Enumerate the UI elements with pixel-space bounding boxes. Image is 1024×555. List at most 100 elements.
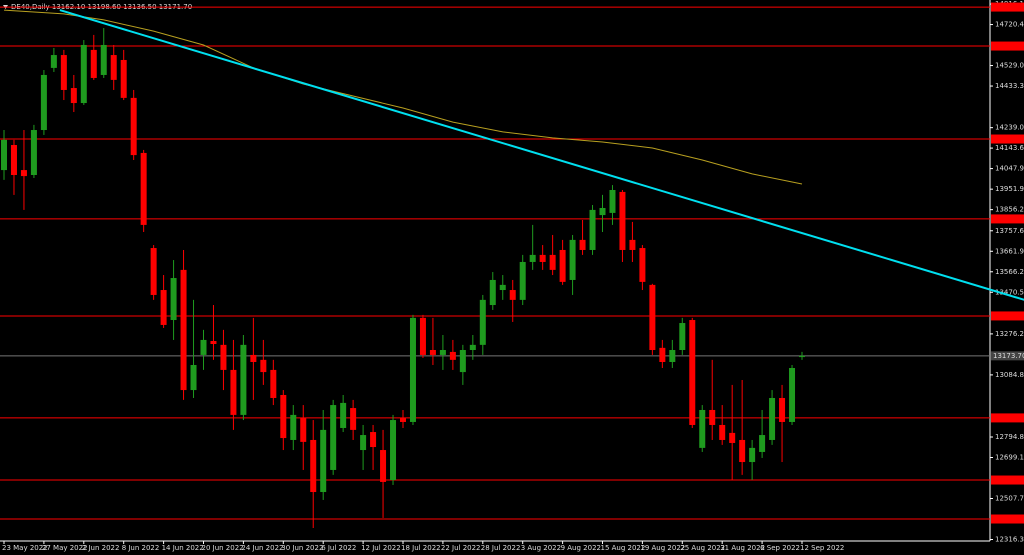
candle-body bbox=[170, 278, 177, 321]
y-tick-label: 13470.50 bbox=[995, 288, 1024, 296]
candle-body bbox=[729, 432, 736, 443]
last-price-label: 13173.70 bbox=[993, 352, 1024, 360]
candle-body bbox=[719, 424, 726, 440]
candle-body bbox=[619, 191, 626, 250]
candle-body bbox=[499, 284, 506, 291]
x-tick-label: 24 Jun 2022 bbox=[241, 544, 283, 552]
y-tick-label: 13276.20 bbox=[995, 330, 1024, 338]
candle-body bbox=[130, 97, 137, 156]
level-tag bbox=[991, 475, 1024, 485]
candle-body bbox=[409, 317, 416, 422]
y-tick-label: 12699.10 bbox=[995, 454, 1024, 462]
candle-body bbox=[190, 364, 197, 391]
candle-body bbox=[459, 350, 466, 373]
candle-body bbox=[60, 55, 67, 90]
y-tick-label: 13084.80 bbox=[995, 371, 1024, 379]
candle-body bbox=[90, 49, 97, 78]
x-tick-label: 20 Jun 2022 bbox=[202, 544, 244, 552]
y-tick-label: 13856.20 bbox=[995, 206, 1024, 214]
candle-body bbox=[659, 347, 666, 362]
candle-body bbox=[749, 447, 756, 463]
candle-body bbox=[789, 367, 796, 422]
candle-body bbox=[669, 350, 676, 362]
candle-body bbox=[50, 55, 57, 68]
candle-body bbox=[30, 130, 37, 176]
y-tick-label: 13661.90 bbox=[995, 247, 1024, 255]
x-tick-label: 30 Jun 2022 bbox=[281, 544, 323, 552]
x-tick-label: 2 Jun 2022 bbox=[82, 544, 120, 552]
y-tick-label: 12507.70 bbox=[995, 495, 1024, 503]
candle-body bbox=[709, 409, 716, 425]
x-tick-label: 8 Jun 2022 bbox=[122, 544, 160, 552]
candle-body bbox=[579, 239, 586, 250]
candle-body bbox=[419, 317, 426, 355]
x-tick-label: 12 Sep 2022 bbox=[800, 544, 844, 552]
candle-body bbox=[370, 432, 377, 448]
candle-body bbox=[599, 207, 606, 216]
candle-body bbox=[200, 339, 207, 355]
candle-body bbox=[230, 369, 237, 415]
x-tick-label: 6 Jul 2022 bbox=[321, 544, 356, 552]
candle-body bbox=[569, 239, 576, 280]
y-tick-label: 14239.00 bbox=[995, 124, 1024, 132]
x-tick-label: 19 Aug 2022 bbox=[640, 544, 685, 552]
candle-body bbox=[689, 320, 696, 425]
candle-body bbox=[180, 269, 187, 391]
y-tick-label: 13757.60 bbox=[995, 227, 1024, 235]
y-tick-label: 14529.00 bbox=[995, 62, 1024, 70]
x-tick-label: 3 Aug 2022 bbox=[521, 544, 561, 552]
level-tag bbox=[991, 41, 1024, 51]
candle-body bbox=[80, 44, 87, 104]
y-tick-label: 14047.90 bbox=[995, 165, 1024, 173]
candle-body bbox=[479, 299, 486, 345]
x-tick-label: 25 Aug 2022 bbox=[680, 544, 725, 552]
candle-body bbox=[779, 397, 786, 422]
candle-body bbox=[559, 249, 566, 282]
candle-body bbox=[220, 344, 227, 370]
last-price-tag bbox=[991, 351, 1024, 361]
x-tick-label: 28 Jul 2022 bbox=[481, 544, 521, 552]
level-tag bbox=[991, 413, 1024, 423]
level-tag bbox=[991, 311, 1024, 321]
candle-body bbox=[330, 405, 337, 470]
candle-body bbox=[629, 239, 636, 250]
candle-body bbox=[120, 59, 127, 98]
y-tick-label: 13566.20 bbox=[995, 268, 1024, 276]
candle-body bbox=[40, 74, 47, 131]
candle-body bbox=[489, 279, 496, 306]
candle-body bbox=[20, 170, 27, 177]
candle-body bbox=[110, 55, 117, 80]
candle-body bbox=[320, 429, 327, 493]
candle-body bbox=[160, 290, 167, 325]
candle-body bbox=[150, 248, 157, 295]
candle-body bbox=[549, 254, 556, 270]
candle-body bbox=[509, 290, 516, 300]
candle-body bbox=[100, 44, 107, 75]
candle-body bbox=[609, 189, 616, 213]
x-tick-label: 15 Aug 2022 bbox=[601, 544, 646, 552]
x-tick-label: 23 May 2022 bbox=[2, 544, 48, 552]
moving-average bbox=[3, 9, 803, 185]
candle-body bbox=[449, 351, 456, 360]
level-tag bbox=[991, 514, 1024, 524]
x-tick-label: 14 Jun 2022 bbox=[162, 544, 204, 552]
candle-body bbox=[469, 344, 476, 351]
y-tick-label: 14433.30 bbox=[995, 82, 1024, 90]
candle-body bbox=[639, 248, 646, 282]
candle-body bbox=[340, 402, 347, 428]
y-tick-label: 14143.60 bbox=[995, 144, 1024, 152]
candle-body bbox=[589, 209, 596, 250]
candle-body bbox=[529, 254, 536, 262]
candle-body bbox=[429, 350, 436, 355]
candle-body bbox=[699, 409, 706, 448]
candle-body bbox=[759, 435, 766, 452]
candle-body bbox=[210, 341, 217, 345]
x-tick-label: 27 May 2022 bbox=[42, 544, 88, 552]
candle-body bbox=[739, 439, 746, 463]
x-tick-label: 6 Sep 2022 bbox=[760, 544, 800, 552]
trendline bbox=[59, 9, 1024, 301]
candle-body bbox=[290, 414, 297, 440]
